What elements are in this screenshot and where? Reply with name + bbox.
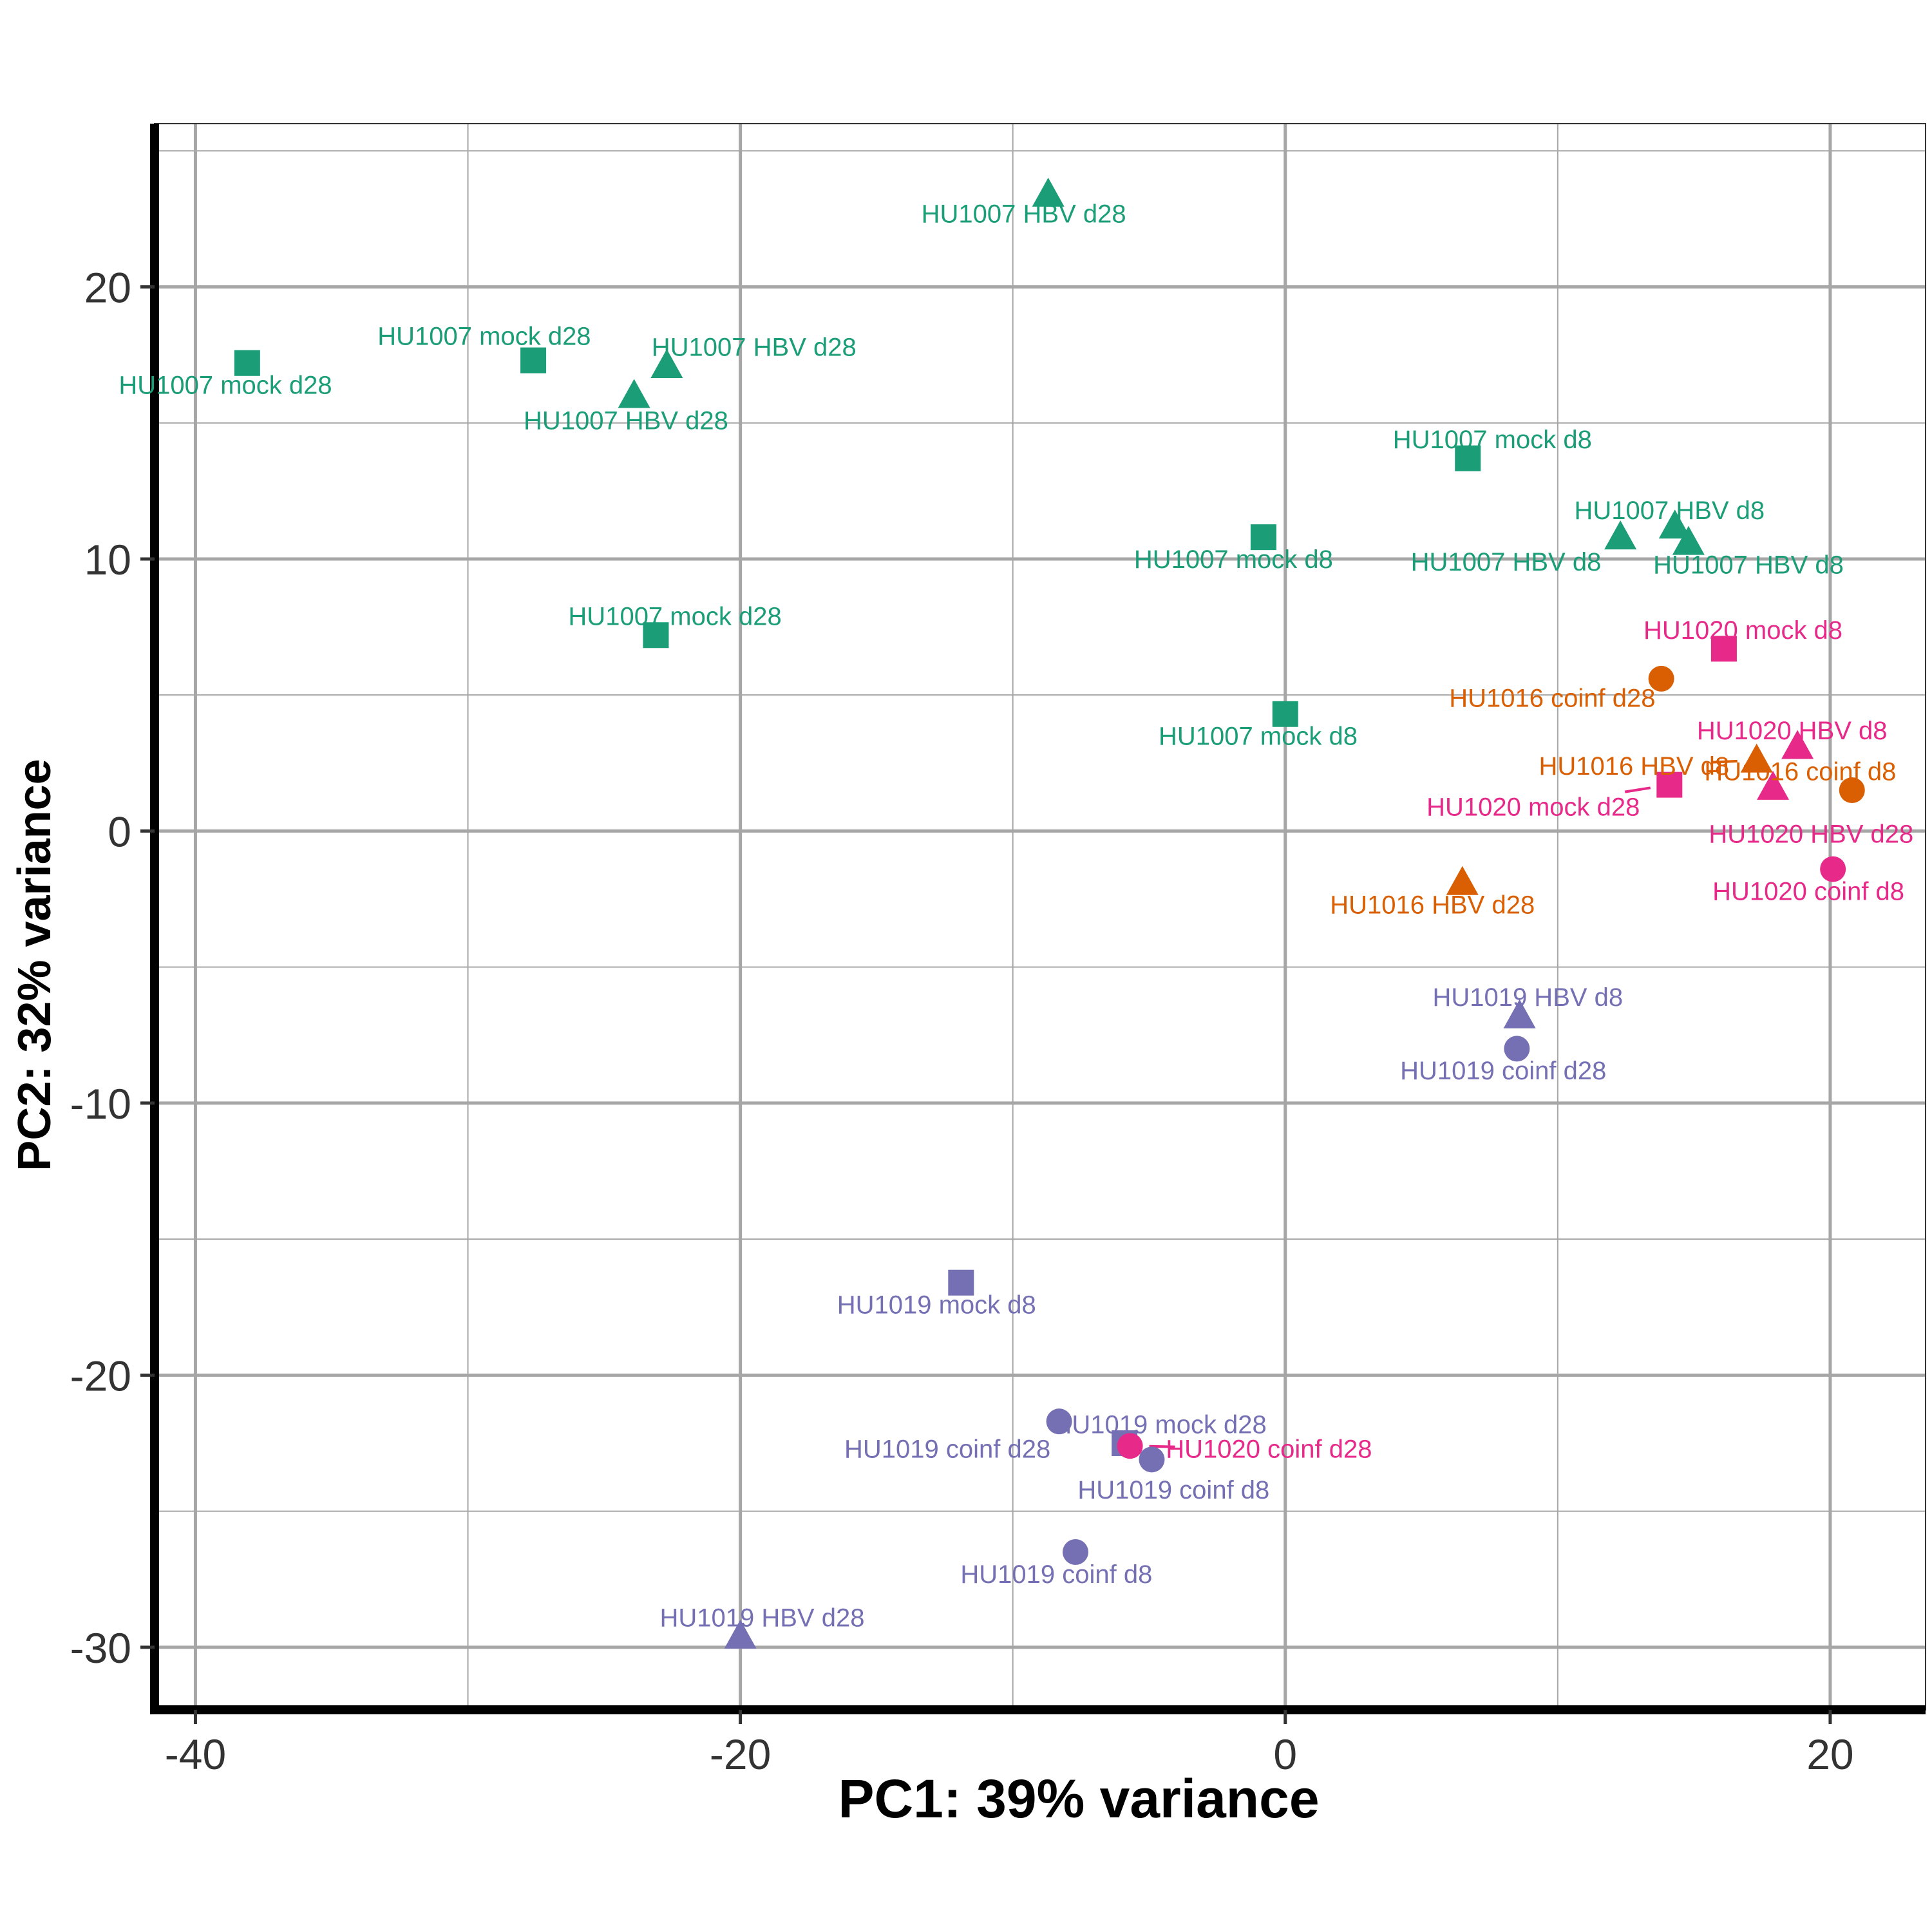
- data-point-square: [1455, 445, 1481, 471]
- leader-line: [1149, 1444, 1175, 1448]
- y-tick-label: -30: [70, 1624, 131, 1672]
- data-point-square: [1272, 701, 1298, 727]
- y-axis-ticks: -30 -20 -10 0 10 20: [70, 263, 155, 1672]
- data-point-triangle: [1604, 520, 1637, 550]
- y-tick-label: 0: [108, 808, 131, 855]
- point-label: HU1020 mock d8: [1643, 616, 1842, 645]
- data-point-square: [1250, 524, 1276, 551]
- point-label: HU1007 HBV d8: [1574, 497, 1765, 525]
- point-label: HU1016 coinf d8: [1704, 757, 1896, 786]
- data-point-triangle: [1757, 770, 1790, 800]
- point-label: HU1007 HBV d8: [1653, 551, 1844, 579]
- data-point-square: [520, 347, 547, 374]
- point-label: HU1007 HBV d28: [922, 200, 1126, 228]
- y-tick-label: -10: [70, 1080, 131, 1128]
- point-label: HU1019 HBV d8: [1432, 983, 1623, 1012]
- data-point-triangle: [1781, 730, 1814, 759]
- point-label: HU1007 HBV d28: [652, 333, 857, 361]
- grid-major: [155, 124, 1926, 1710]
- x-tick-label: 20: [1806, 1730, 1853, 1778]
- point-label: HU1007 mock d28: [568, 603, 781, 631]
- point-label: HU1020 coinf d28: [1166, 1435, 1372, 1463]
- x-tick-label: -40: [165, 1730, 226, 1778]
- leader-line: [1624, 786, 1651, 793]
- data-point-triangle: [1446, 866, 1479, 895]
- point-label: HU1007 mock d8: [1134, 545, 1333, 574]
- point-label: HU1007 mock d8: [1393, 426, 1592, 454]
- point-label: HU1016 HBV d28: [1330, 891, 1535, 919]
- point-label: HU1019 coinf d28: [1400, 1057, 1606, 1085]
- data-point-triangle: [724, 1619, 757, 1649]
- point-label: HU1007 mock d28: [118, 372, 332, 400]
- data-point-circle: [1063, 1539, 1088, 1565]
- data-point-square: [948, 1269, 974, 1296]
- point-label: HU1019 coinf d8: [1077, 1476, 1269, 1504]
- point-label: HU1020 HBV d28: [1709, 820, 1913, 849]
- point-labels: HU1020 coinf d8 HU1016 HBV d8 HU1020 mock …: [118, 200, 1913, 1632]
- data-point-square: [1710, 636, 1737, 662]
- data-point-circle: [1820, 856, 1846, 882]
- data-point-circle: [1117, 1433, 1143, 1459]
- point-label: HU1016 HBV d8: [1539, 752, 1729, 781]
- data-point-circle: [1504, 1036, 1530, 1062]
- point-label: HU1007 HBV d8: [1411, 548, 1602, 576]
- x-axis-ticks: -40 -20 0 20: [165, 1710, 1854, 1778]
- data-points: [234, 177, 1865, 1649]
- x-tick-label: 0: [1273, 1730, 1297, 1778]
- point-label: HU1007 HBV d28: [524, 406, 728, 435]
- data-point-triangle: [1740, 743, 1773, 773]
- point-label: HU1007 mock d8: [1159, 723, 1358, 751]
- data-point-square: [1656, 772, 1683, 798]
- y-tick-label: -20: [70, 1352, 131, 1399]
- data-point-triangle: [618, 379, 650, 408]
- point-label: HU1019 mock d8: [837, 1291, 1036, 1320]
- point-label: HU1016 coinf d28: [1449, 684, 1655, 712]
- x-axis-title: PC1: 39% variance: [838, 1768, 1319, 1829]
- y-tick-label: 10: [84, 536, 131, 583]
- point-label: HU1020 coinf d8: [1712, 877, 1904, 905]
- data-point-circle: [1046, 1408, 1072, 1435]
- data-point-circle: [1139, 1446, 1165, 1473]
- data-point-triangle: [1672, 526, 1705, 555]
- data-point-square: [643, 622, 669, 649]
- point-label: HU1019 HBV d28: [659, 1604, 864, 1632]
- leader-line: [1711, 759, 1738, 764]
- data-point-triangle: [1032, 177, 1065, 207]
- y-tick-label: 20: [84, 263, 131, 311]
- data-point-circle: [1839, 777, 1865, 804]
- point-label: HU1019 mock d28: [1054, 1410, 1267, 1439]
- point-label: HU1007 mock d28: [377, 323, 591, 351]
- point-label: HU1020 HBV d8: [1697, 717, 1888, 745]
- label-leader-lines: [1149, 759, 1738, 1448]
- data-point-triangle: [1658, 509, 1691, 539]
- x-tick-label: -20: [710, 1730, 771, 1778]
- data-point-triangle: [650, 348, 683, 378]
- data-point-square: [234, 350, 260, 376]
- data-point-circle: [1648, 665, 1674, 692]
- data-point-triangle: [1503, 999, 1536, 1028]
- grid-minor: [155, 124, 1926, 1710]
- point-label: HU1020 mock d28: [1426, 793, 1640, 821]
- point-label: HU1019 coinf d8: [960, 1560, 1152, 1589]
- y-axis-title: PC2: 32% variance: [9, 759, 61, 1171]
- point-label: HU1019 coinf d28: [844, 1435, 1050, 1463]
